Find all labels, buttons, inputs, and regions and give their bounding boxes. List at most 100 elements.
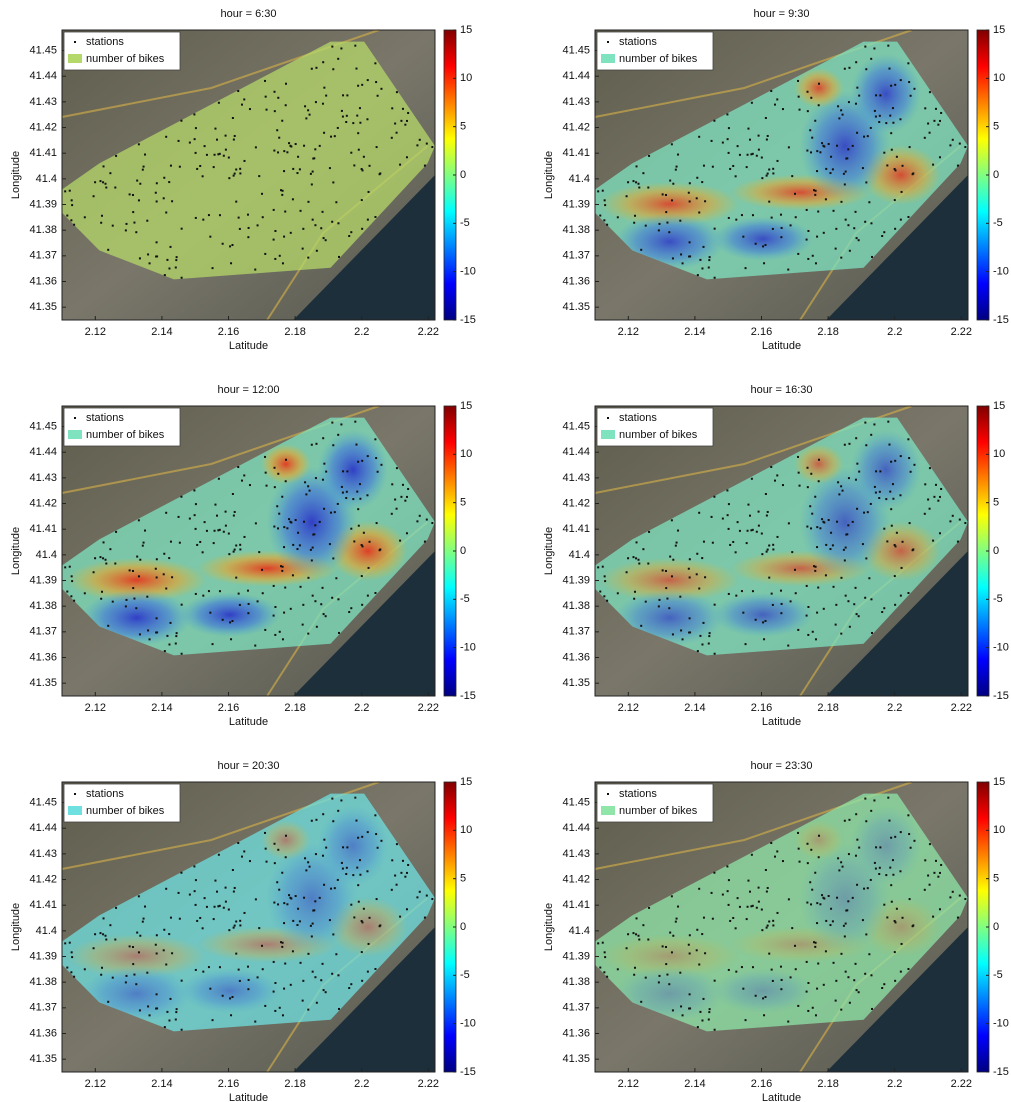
station: [320, 227, 322, 229]
station: [399, 164, 401, 166]
station: [794, 193, 796, 195]
station: [761, 553, 763, 555]
station: [767, 925, 769, 927]
station: [247, 214, 249, 216]
station: [937, 876, 939, 878]
station: [156, 952, 158, 954]
heat-blob: [318, 806, 388, 886]
station: [902, 541, 904, 543]
station: [871, 1008, 873, 1010]
station: [957, 541, 959, 543]
station: [822, 897, 824, 899]
station: [768, 577, 770, 579]
station: [406, 496, 408, 498]
station: [171, 200, 173, 202]
station: [331, 422, 333, 424]
station: [698, 136, 700, 138]
station: [149, 262, 151, 264]
station: [698, 588, 700, 590]
station: [176, 256, 178, 258]
station: [212, 267, 214, 269]
x-tick-label: 2.16: [751, 702, 772, 714]
figure: 2.122.142.162.182.22.2241.3541.3641.3741…: [0, 0, 1011, 1102]
station: [634, 591, 636, 593]
station: [666, 598, 668, 600]
x-tick-label: 2.16: [751, 326, 772, 338]
station: [112, 977, 114, 979]
y-tick-label: 41.44: [562, 822, 590, 834]
station: [766, 891, 768, 893]
colorbar-tick-label: -5: [460, 593, 470, 605]
station: [696, 949, 698, 951]
station: [64, 942, 66, 944]
station: [812, 631, 814, 633]
station: [747, 530, 749, 532]
station: [180, 872, 182, 874]
y-tick-label: 41.36: [562, 1027, 590, 1039]
station: [286, 151, 288, 153]
station: [840, 633, 842, 635]
station: [266, 109, 268, 111]
station: [638, 939, 640, 941]
station: [170, 165, 172, 167]
station: [114, 563, 116, 565]
station: [165, 964, 167, 966]
station: [156, 934, 158, 936]
station: [634, 215, 636, 217]
station: [163, 197, 165, 199]
station: [379, 173, 381, 175]
station: [752, 529, 754, 531]
station: [189, 142, 191, 144]
station: [354, 45, 356, 47]
station: [665, 946, 667, 948]
colorbar-tick-label: 15: [993, 24, 1005, 36]
station: [284, 963, 286, 965]
station: [848, 477, 850, 479]
y-tick-label: 41.4: [36, 173, 57, 185]
station: [780, 988, 782, 990]
station: [323, 132, 325, 134]
station: [815, 942, 817, 944]
station: [787, 645, 789, 647]
station: [864, 422, 866, 424]
station: [689, 200, 691, 202]
station: [747, 154, 749, 156]
station: [219, 966, 221, 968]
colorbar-tick-label: -10: [460, 642, 476, 654]
station: [323, 463, 325, 465]
colorbar-tick-label: 0: [460, 169, 466, 181]
station: [156, 241, 158, 243]
station: [658, 223, 660, 225]
station: [900, 831, 902, 833]
station: [668, 231, 670, 233]
station: [170, 998, 172, 1000]
station: [658, 599, 660, 601]
colorbar-tick-label: 0: [993, 545, 999, 557]
station: [309, 866, 311, 868]
station: [772, 172, 774, 174]
station: [732, 917, 734, 919]
station: [671, 895, 673, 897]
station: [696, 553, 698, 555]
station: [363, 532, 365, 534]
station: [136, 556, 138, 558]
station: [809, 505, 811, 507]
station: [369, 165, 371, 167]
station: [407, 488, 409, 490]
station: [672, 633, 674, 635]
station: [363, 156, 365, 158]
station: [689, 558, 691, 560]
station: [314, 900, 316, 902]
station: [862, 167, 864, 169]
y-tick-label: 41.35: [562, 301, 590, 313]
x-tick-label: 2.2: [354, 702, 369, 714]
station: [806, 615, 808, 617]
station: [696, 929, 698, 931]
legend-label: stations: [619, 412, 657, 424]
y-tick-label: 41.36: [562, 651, 590, 663]
station: [366, 118, 368, 120]
x-tick-label: 2.14: [151, 326, 172, 338]
station: [645, 601, 647, 603]
station: [768, 920, 770, 922]
station: [165, 136, 167, 138]
